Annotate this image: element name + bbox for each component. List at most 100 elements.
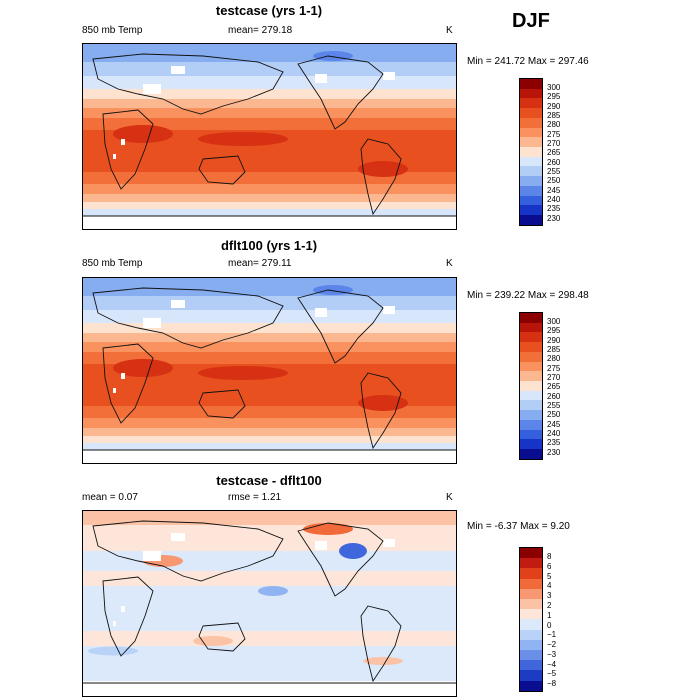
colorbar-label: 235 — [547, 204, 561, 214]
colorbar-label: 2 — [547, 600, 552, 610]
anomaly-blob — [339, 543, 367, 559]
panel2-coastlines — [83, 287, 456, 451]
field-band — [83, 202, 456, 209]
colorbar-segment — [520, 371, 542, 382]
colorbar-label: 1 — [547, 610, 552, 620]
masked-terrain — [113, 154, 116, 159]
colorbar-label: 260 — [547, 157, 561, 167]
masked-terrain — [315, 74, 327, 83]
colorbar-label: 300 — [547, 83, 561, 92]
colorbar-segment — [520, 88, 542, 99]
panel3-mean: mean = 0.07 — [82, 492, 138, 503]
field-band — [83, 118, 456, 130]
continent-outline — [297, 55, 384, 130]
field-band — [83, 99, 456, 108]
colorbar-segment — [520, 568, 542, 579]
panel2-minmax: Min = 239.22 Max = 298.48 — [467, 290, 589, 301]
colorbar-segment — [520, 156, 542, 167]
field-band — [83, 108, 456, 118]
panel1-minmax: Min = 241.72 Max = 297.46 — [467, 56, 589, 67]
colorbar-label: 4 — [547, 581, 552, 591]
colorbar-segment — [520, 205, 542, 216]
colorbar-label: 275 — [547, 363, 561, 373]
colorbar-segment — [520, 558, 542, 569]
colorbar-label: 270 — [547, 139, 561, 148]
field-band — [83, 342, 456, 352]
continent-outline — [92, 520, 284, 582]
masked-terrain — [315, 308, 327, 317]
temperature-blob — [113, 125, 173, 143]
temperature-blob — [113, 359, 173, 377]
temperature-blob — [358, 395, 408, 411]
colorbar-segment — [520, 639, 542, 651]
field-band — [83, 511, 456, 525]
colorbar-label: 6 — [547, 561, 552, 571]
field-band — [83, 406, 456, 418]
colorbar-label: 0 — [547, 620, 552, 630]
colorbar-segment — [520, 410, 542, 420]
field-band — [83, 631, 456, 646]
colorbar-segment — [520, 351, 542, 362]
colorbar-label: 295 — [547, 92, 561, 102]
masked-terrain — [171, 66, 185, 74]
colorbar-segment — [520, 629, 542, 640]
panel2-mean: mean= 279.11 — [228, 258, 292, 269]
field-band — [83, 296, 456, 310]
colorbar-label: 235 — [547, 438, 561, 448]
colorbar-segment — [520, 429, 542, 440]
colorbar-segment — [520, 609, 542, 620]
continent-outline — [102, 576, 154, 657]
colorbar-label: 280 — [547, 120, 561, 130]
colorbar-label: 255 — [547, 167, 561, 176]
colorbar-segment — [520, 548, 542, 559]
colorbar-label: 5 — [547, 571, 552, 581]
colorbar-segment — [520, 680, 542, 691]
panel3-rmse: rmse = 1.21 — [228, 492, 282, 503]
colorbar-label: 265 — [547, 382, 561, 392]
colorbar-label: 285 — [547, 345, 561, 354]
colorbar-segment — [520, 439, 542, 450]
masked-terrain — [143, 551, 161, 561]
colorbar-segment — [520, 332, 542, 343]
panel2-map-svg — [83, 278, 456, 463]
colorbar-segment — [520, 670, 542, 681]
anomaly-blob — [363, 657, 403, 665]
field-band — [83, 646, 456, 681]
panel2-temperature-bands — [83, 278, 456, 463]
field-band — [83, 352, 456, 364]
colorbar-label: 275 — [547, 129, 561, 139]
panel3-minmax: Min = -6.37 Max = 9.20 — [467, 521, 570, 532]
panel3-map-svg — [83, 511, 456, 696]
colorbar-segment — [520, 381, 542, 391]
colorbar-segment — [520, 322, 542, 333]
continent-outline — [102, 109, 154, 190]
continent-outline — [92, 287, 284, 349]
panel1-map-svg — [83, 44, 456, 229]
continent-outline — [198, 155, 246, 185]
field-band — [83, 310, 456, 323]
colorbar-label: 250 — [547, 410, 561, 420]
continent-outline — [198, 622, 246, 652]
colorbar-segment — [520, 313, 542, 323]
masked-terrain — [315, 541, 327, 550]
field-band — [83, 418, 456, 428]
field-band — [83, 571, 456, 586]
colorbar-label: 3 — [547, 591, 552, 601]
colorbar-label: 240 — [547, 429, 561, 438]
colorbar-label: 290 — [547, 101, 561, 111]
colorbar-segment — [520, 578, 542, 589]
colorbar-label: 285 — [547, 111, 561, 120]
colorbar-segment — [520, 419, 542, 430]
colorbar-label: 230 — [547, 447, 561, 457]
masked-terrain — [121, 139, 125, 145]
anomaly-blob — [258, 586, 288, 596]
colorbar-label: −4 — [547, 659, 557, 669]
colorbar-segment — [520, 650, 542, 661]
colorbar-label: −5 — [547, 669, 557, 679]
field-band — [83, 184, 456, 194]
colorbar-segment — [520, 449, 542, 459]
panel2-colorbar — [519, 312, 543, 460]
colorbar-label: 8 — [547, 552, 552, 561]
colorbar-segment — [520, 127, 542, 138]
colorbar-segment — [520, 108, 542, 118]
